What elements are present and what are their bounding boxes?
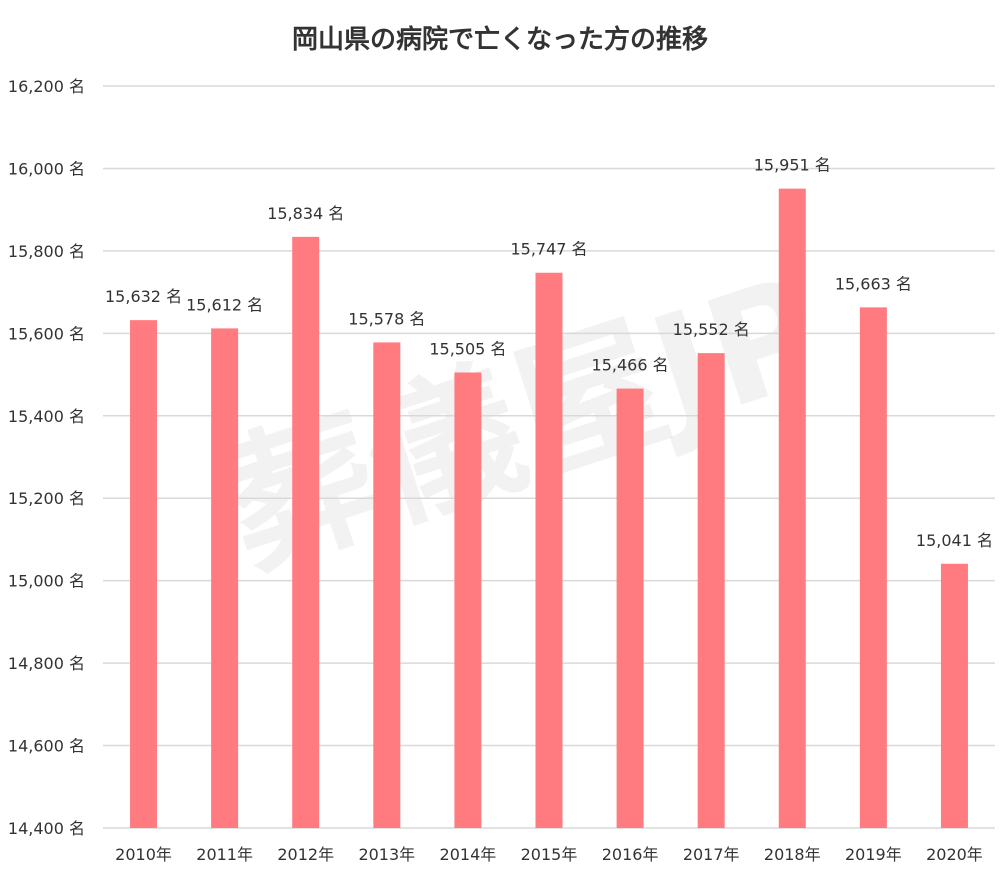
data-label: 15,612 名 (186, 295, 263, 314)
bar (292, 236, 320, 828)
bar (859, 307, 887, 828)
data-label: 15,505 名 (429, 339, 506, 358)
data-label: 15,041 名 (916, 531, 993, 550)
y-tick-label: 16,000 名 (8, 159, 85, 178)
data-label: 15,632 名 (105, 287, 182, 306)
bar (211, 328, 239, 828)
x-tick-label: 2011年 (196, 845, 253, 864)
y-tick-label: 15,600 名 (8, 324, 85, 343)
x-tick-label: 2013年 (358, 845, 415, 864)
data-labels: 15,632 名 15,612 名 15,834 名 15,578 名15,505 名… (105, 156, 993, 550)
bar (778, 188, 806, 829)
data-label: 15,834 名 (267, 204, 344, 223)
chart-title: 岡山県の病院で亡くなった方の推移 (292, 24, 708, 55)
bar (616, 388, 644, 828)
x-tick-label: 2015年 (521, 845, 578, 864)
x-tick-label: 2020年 (926, 845, 983, 864)
y-tick-label: 14,600 名 (8, 737, 85, 756)
y-tick-label: 15,400 名 (8, 407, 85, 426)
y-tick-label: 15,800 名 (8, 242, 85, 261)
x-tick-label: 2019年 (845, 845, 902, 864)
y-tick-label: 15,200 名 (8, 489, 85, 508)
x-tick-label: 2012年 (277, 845, 334, 864)
data-label: 15,552 名 (673, 320, 750, 339)
data-label: 15,663 名 (835, 274, 912, 293)
bar (373, 342, 401, 828)
y-tick-label: 14,400 名 (8, 819, 85, 838)
x-tick-label: 2018年 (764, 845, 821, 864)
x-tick-label: 2017年 (683, 845, 740, 864)
bar (130, 320, 158, 828)
bar (454, 372, 482, 828)
data-label: 15,578 名 (348, 309, 425, 328)
x-tick-label: 2010年 (115, 845, 172, 864)
data-label: 15,747 名 (510, 240, 587, 259)
bar (697, 353, 725, 828)
y-tick-label: 15,000 名 (8, 572, 85, 591)
data-label: 15,466 名 (592, 356, 669, 375)
y-tick-label: 16,200 名 (8, 77, 85, 96)
x-tick-label: 2016年 (602, 845, 659, 864)
y-tick-label: 14,800 名 (8, 654, 85, 673)
bar (535, 272, 563, 828)
bar (940, 563, 968, 828)
x-tick-label: 2014年 (440, 845, 497, 864)
y-axis-labels: 14,400 名 14,600 名 14,800 名 15,000 名 15,200 名… (8, 77, 85, 838)
data-label: 15,951 名 (754, 156, 831, 175)
x-axis-labels: 2010年 2011年 2012年 2013年 2014年 2015年 2016年 2017年… (115, 845, 983, 864)
bars (130, 188, 968, 829)
